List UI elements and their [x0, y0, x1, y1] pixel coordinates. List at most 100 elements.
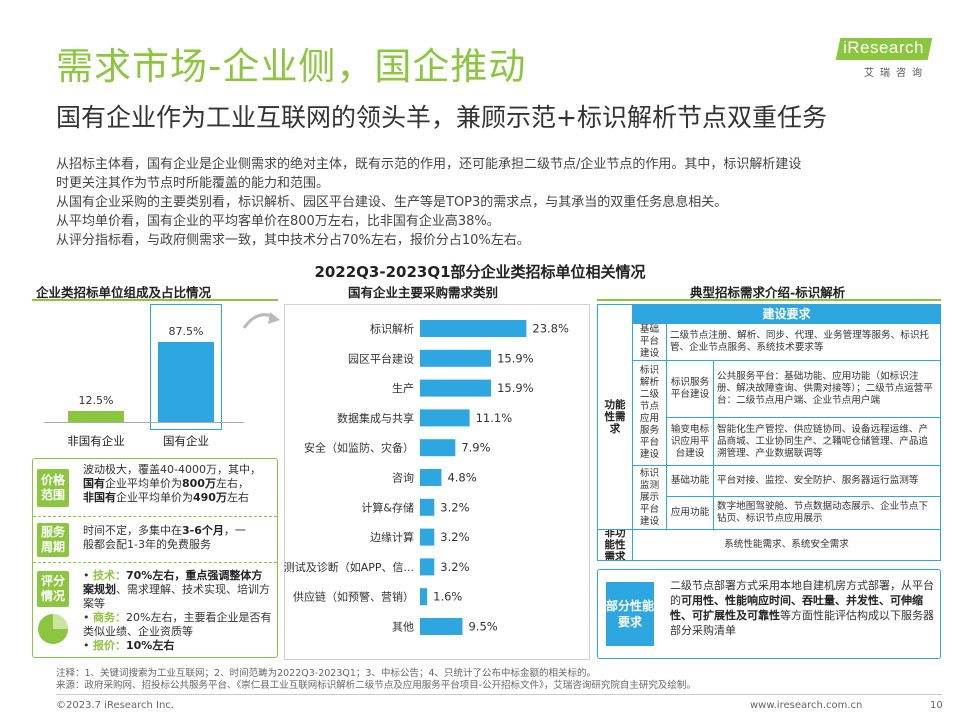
category-label: 供应链（如预警、营销）: [293, 590, 414, 604]
value-label: 3.2%: [440, 500, 469, 514]
page-subtitle: 国有企业作为工业互联网的领头羊，兼顾示范+标识解析节点双重任务: [56, 103, 827, 132]
category-label: 标识解析: [370, 322, 414, 336]
page-number: 10: [930, 700, 943, 711]
category-label: 非国有企业: [67, 434, 125, 448]
notes: 注释：1、关键词搜索为工业互联网；2、时间范畴为2022Q3-2023Q1；3、…: [56, 668, 696, 692]
intro-line: 从评分指标看，与政府侧需求一致，其中技术分占70%左右，报价分占10%左右。: [56, 233, 530, 248]
category-label: 园区平台建设: [348, 351, 414, 365]
right-title-underline: [597, 299, 941, 301]
category-label: 计算&存储: [361, 500, 414, 514]
perf-label: 部分性能要求: [606, 582, 654, 646]
monitor-group: 标识监测展示平台建设: [632, 465, 667, 530]
copyright: ©2023.7 iResearch Inc.: [56, 700, 174, 711]
bar: [420, 469, 442, 486]
curved-arrow-icon: [242, 312, 280, 329]
score-row: 评分情况 • 技术：70%左右，重点强调整体方案规划、需求理解、技术实现、培训方…: [33, 563, 277, 659]
price-line: 国有企业平均单价为800万左右，: [83, 477, 249, 490]
category-label: 数据集成与共享: [337, 411, 414, 425]
base-platform-text: 二级节点注册、解析、同步、代理、业务管理等服务、标识托管、企业节点服务、系统技术…: [666, 323, 941, 361]
tender-info-box: 价格范围 波动极大，覆盖40-4000万，其中， 国有企业平均单价为800万左右…: [32, 458, 278, 658]
bar: [420, 498, 435, 516]
bar: [420, 320, 527, 337]
bar: [420, 439, 456, 457]
elec-platform-text: 智能化生产管控、供应链协同、设备远程运维、产品商城、工业协同生产、之鞴呢仓储管理…: [713, 417, 941, 466]
performance-box: 部分性能要求 二级节点部署方式采用本地自建机房方式部署，从平台的可用性、性能响应…: [597, 569, 941, 659]
score-biz: • 商务：20%左右，主要看企业是否有类似业绩、企业资质等: [83, 611, 272, 638]
biz-platform-label: 标识服务平台建设: [666, 360, 714, 418]
value-label: 15.9%: [497, 351, 534, 365]
value-label: 3.2%: [440, 560, 469, 574]
service-line: 时间不定，多集中在3-6个月，一: [83, 524, 246, 537]
bar: [420, 528, 435, 546]
category-label: 边缘计算: [370, 530, 414, 544]
bar: [420, 349, 492, 367]
monitor-base-text: 平台对接、监控、安全防护、服务器运行监测等: [713, 465, 941, 497]
elec-platform-label: 输变电标识应用平台建设: [666, 417, 714, 466]
page-title: 需求市场-企业侧，国企推动: [56, 45, 527, 88]
service-label: 服务周期: [37, 523, 69, 557]
value-label: 3.2%: [440, 530, 469, 544]
bar: [420, 558, 435, 576]
service-line: 般都会配1-3年的免费服务: [83, 538, 211, 551]
left-panel-title: 企业类招标单位组成及占比情况: [36, 285, 212, 300]
service-row: 服务周期 时间不定，多集中在3-6个月，一 般都会配1-3年的免费服务: [33, 517, 277, 563]
category-label: 测试及诊断（如APP、信...: [284, 560, 414, 574]
func-label: 功能性需求: [597, 304, 633, 530]
value-label: 4.8%: [447, 471, 476, 485]
procurement-bar-chart: 标识解析 23.8% 园区平台建设 15.9% 生产 15.9% 数据集成与共享 11.1% 安…: [284, 320, 569, 635]
intro-text: 从招标主体看，国有企业是企业侧需求的绝对主体，既有示范的作用，还可能承担二级节点…: [56, 155, 916, 250]
price-line: 波动极大，覆盖40-4000万，其中，: [83, 463, 261, 476]
value-label: 15.9%: [497, 381, 534, 395]
intro-line: 时更关注其作为节点时所能覆盖的能力和范围。: [56, 176, 330, 191]
value-label: 9.5%: [468, 620, 497, 634]
score-text: • 技术：70%左右，重点强调整体方案规划、需求理解、技术实现、培训方案等 • …: [83, 569, 273, 653]
score-tech: • 技术：70%左右，重点强调整体方案规划、需求理解、技术实现、培训方案等: [83, 569, 270, 610]
mid-panel-title: 国有企业主要采购需求类别: [348, 285, 499, 300]
procurement-chart-frame: [284, 304, 590, 660]
intro-line: 从国有企业采购的主要类别看，标识解析、园区平台建设、生产等是TOP3的需求点，与…: [56, 195, 728, 210]
service-text: 时间不定，多集中在3-6个月，一 般都会配1-3年的免费服务: [83, 524, 273, 552]
score-price: • 报价：10%左右: [83, 639, 175, 652]
monitor-app-text: 数字地图驾驶舱、节点数据动态展示、企业节点下钻页、标识节点应用展示: [713, 496, 941, 530]
value-label: 23.8%: [532, 322, 569, 336]
note-line: 注释：1、关键词搜索为工业互联网；2、时间范畴为2022Q3-2023Q1；3、…: [56, 668, 597, 679]
bar: [420, 379, 492, 397]
pie-icon: [38, 614, 68, 644]
bar-value-label: 12.5%: [78, 393, 114, 407]
base-platform-label: 基础平台建设: [632, 323, 667, 361]
x-axis-line: [44, 422, 244, 423]
value-label: 1.6%: [433, 590, 462, 604]
biz-platform-group: 标识解析二级节点应用服务平台建设: [632, 360, 667, 466]
footer-divider: [56, 694, 942, 695]
bar-non-state: [68, 410, 124, 422]
nonfunc-text: 系统性能需求、系统安全需求: [632, 529, 941, 561]
category-label: 其他: [392, 621, 414, 634]
bar: [420, 588, 428, 606]
perf-text: 二级节点部署方式采用本地自建机房方式部署，从平台的可用性、性能响应时间、吞吐量、…: [670, 579, 934, 637]
price-text: 波动极大，覆盖40-4000万，其中， 国有企业平均单价为800万左右， 非国有…: [83, 463, 273, 505]
note-line: 来源：政府采购网、招投标公共服务平台、《崇仁县工业互联网标识解析二级节点及应用服…: [56, 680, 696, 691]
nonfunc-label: 非功能性需求: [597, 529, 633, 561]
bar: [420, 409, 470, 427]
biz-platform-text: 公共服务平台：基础功能、应用功能（如标识注册、解决故障查询、供需对接等）；二级节…: [713, 360, 941, 418]
category-label: 国有企业: [163, 434, 209, 448]
section-title: 2022Q3-2023Q1部分企业类招标单位相关情况: [314, 263, 646, 281]
logo-cn-text: 艾瑞咨询: [864, 68, 928, 79]
bar-state-owned: [158, 342, 214, 422]
left-title-underline: [32, 299, 278, 301]
table-header: 建设要求: [632, 304, 941, 324]
value-label: 7.9%: [461, 441, 490, 455]
footer-url: www.iresearch.com.cn: [750, 700, 863, 711]
category-label: 咨询: [392, 471, 414, 485]
monitor-app-label: 应用功能: [666, 496, 714, 530]
bar: [420, 618, 463, 635]
price-line: 非国有企业平均单价为490万左右: [83, 491, 249, 504]
intro-line: 从招标主体看，国有企业是企业侧需求的绝对主体，既有示范的作用，还可能承担二级节点…: [56, 157, 802, 172]
price-row: 价格范围 波动极大，覆盖40-4000万，其中， 国有企业平均单价为800万左右…: [33, 459, 277, 517]
bar-value-label: 87.5%: [168, 325, 204, 338]
intro-line: 从平均单价看，国有企业的平均客单价在800万左右，比非国有企业高38%。: [56, 214, 500, 229]
category-label: 安全（如监防、灾备）: [304, 441, 414, 455]
logo-text: iResearch: [842, 38, 924, 57]
iresearch-logo: iResearch 艾瑞咨询: [826, 34, 933, 80]
price-label: 价格范围: [37, 469, 69, 507]
